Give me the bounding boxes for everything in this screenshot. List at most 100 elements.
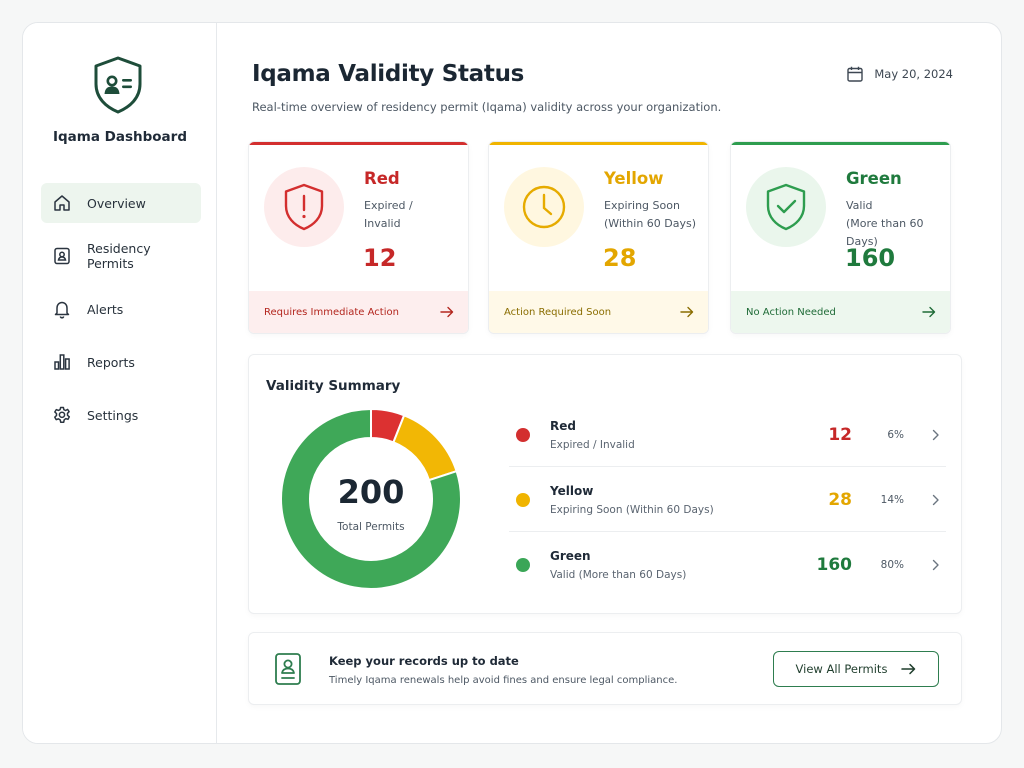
date-text: May 20, 2024 — [874, 67, 953, 81]
legend-dot — [516, 492, 530, 507]
legend-percent: 14% — [880, 493, 904, 506]
gear-icon — [52, 405, 72, 425]
card-count: 28 — [603, 244, 637, 272]
legend-desc: Expiring Soon (Within 60 Days) — [550, 503, 714, 516]
card-desc-line: (More than 60 Days) — [846, 217, 924, 248]
sidebar-item-label: Overview — [87, 195, 146, 211]
card-status-name: Green — [846, 169, 902, 188]
calendar-icon — [847, 66, 864, 82]
legend-row-red[interactable]: Red Expired / Invalid 12 6% — [509, 403, 946, 467]
donut-slice-yellow — [392, 414, 458, 482]
shield-check-icon — [766, 183, 806, 231]
sidebar-item-label: Reports — [87, 354, 135, 370]
clock-icon — [522, 185, 566, 229]
legend-desc: Valid (More than 60 Days) — [550, 569, 687, 581]
legend-percent: 80% — [880, 559, 904, 571]
app-window: Iqama Dashboard Overview Residency Permi… — [22, 22, 1002, 744]
page-title: Iqama Validity Status — [252, 61, 525, 87]
sidebar-nav: Overview Residency Permits Alerts Report… — [41, 183, 201, 448]
arrow-right-icon — [680, 306, 694, 318]
app-name: Iqama Dashboard — [52, 129, 187, 145]
card-description: Expiring Soon (Within 60 Days) — [604, 197, 708, 233]
id-card-icon — [52, 246, 72, 266]
view-all-permits-button[interactable]: View All Permits — [773, 651, 939, 687]
donut-chart — [280, 407, 462, 590]
legend-text: Green Valid (More than 60 Days) — [550, 549, 808, 581]
card-desc-line: Invalid — [364, 217, 401, 230]
card-footer-label: No Action Needed — [746, 306, 836, 318]
legend-dot — [516, 558, 530, 572]
card-desc-line: (Within 60 Days) — [604, 217, 697, 230]
sidebar-item-label: Residency Permits — [87, 241, 151, 271]
legend-percent: 6% — [887, 428, 904, 441]
legend-row-green[interactable]: Green Valid (More than 60 Days) 160 80% — [509, 533, 946, 597]
donut-slice-green — [280, 407, 462, 590]
chevron-right-icon — [904, 494, 946, 506]
sidebar-item-label: Settings — [87, 407, 139, 423]
bell-icon — [52, 299, 72, 319]
card-status-name: Red — [364, 169, 400, 188]
banner-title: Keep your records up to date — [329, 654, 519, 668]
button-label: View All Permits — [795, 662, 888, 676]
sidebar-item-overview[interactable]: Overview — [41, 183, 201, 223]
banner-description: Timely Iqama renewals help avoid fines a… — [329, 675, 678, 686]
chevron-right-icon — [904, 429, 946, 441]
card-footer-link[interactable]: No Action Needed — [731, 291, 950, 333]
records-reminder-banner: Keep your records up to date Timely Iqam… — [248, 632, 962, 705]
shield-alert-icon — [284, 183, 324, 231]
card-footer-link[interactable]: Action Required Soon — [489, 291, 708, 333]
card-footer-label: Action Required Soon — [504, 306, 612, 318]
card-status-name: Yellow — [604, 169, 664, 188]
card-icon-circle — [504, 167, 584, 247]
id-badge-icon — [275, 653, 301, 685]
sidebar-item-alerts[interactable]: Alerts — [41, 289, 201, 329]
card-description: Valid (More than 60 Days) — [846, 197, 950, 251]
card-description: Expired / Invalid — [364, 197, 468, 233]
card-icon-circle — [746, 167, 826, 247]
arrow-right-icon — [440, 306, 454, 318]
legend-count: 28 — [828, 489, 852, 510]
legend-dot — [516, 427, 530, 442]
card-footer-label: Requires Immediate Action — [264, 306, 399, 318]
status-card-green: Green Valid (More than 60 Days) 160 No A… — [730, 141, 951, 334]
card-accent-bar — [489, 142, 708, 145]
chevron-right-icon — [904, 559, 946, 571]
legend-name: Red — [550, 418, 576, 433]
arrow-right-icon — [922, 306, 936, 318]
legend-text: Red Expired / Invalid — [550, 419, 808, 451]
card-count: 12 — [363, 244, 397, 272]
legend-name: Green — [550, 549, 591, 563]
page-subtitle: Real-time overview of residency permit (… — [252, 100, 722, 114]
legend-text: Yellow Expiring Soon (Within 60 Days) — [550, 484, 808, 516]
sidebar-item-reports[interactable]: Reports — [41, 342, 201, 382]
card-accent-bar — [249, 142, 468, 145]
sidebar-item-label: Alerts — [87, 301, 124, 317]
main-content: Iqama Validity Status Real-time overview… — [218, 23, 1001, 743]
card-desc-line: Expired / — [364, 199, 413, 212]
card-desc-line: Valid — [846, 199, 873, 212]
status-card-yellow: Yellow Expiring Soon (Within 60 Days) 28… — [488, 141, 709, 334]
legend-count: 160 — [816, 555, 853, 575]
sidebar-item-settings[interactable]: Settings — [41, 395, 201, 435]
donut-total-label: Total Permits — [337, 521, 405, 533]
card-accent-bar — [731, 142, 950, 145]
legend-name: Yellow — [550, 483, 594, 498]
card-footer-link[interactable]: Requires Immediate Action — [249, 291, 468, 333]
sidebar: Iqama Dashboard Overview Residency Permi… — [23, 23, 217, 743]
legend-count: 12 — [828, 424, 852, 445]
arrow-right-icon — [901, 663, 916, 675]
card-desc-line: Expiring Soon — [604, 199, 680, 212]
home-icon — [52, 193, 72, 213]
card-count: 160 — [845, 244, 896, 272]
bar-chart-icon — [52, 352, 72, 372]
card-icon-circle — [264, 167, 344, 247]
id-shield-logo-icon — [94, 56, 142, 114]
summary-title: Validity Summary — [266, 378, 401, 394]
validity-summary-panel: Validity Summary 200 Total Permits Red E… — [248, 354, 962, 614]
sidebar-item-residency-permits[interactable]: Residency Permits — [41, 236, 201, 276]
status-card-red: Red Expired / Invalid 12 Requires Immedi… — [248, 141, 469, 334]
legend-desc: Expired / Invalid — [550, 438, 635, 451]
legend-row-yellow[interactable]: Yellow Expiring Soon (Within 60 Days) 28… — [509, 468, 946, 532]
date-display: May 20, 2024 — [846, 65, 953, 83]
donut-total: 200 — [337, 473, 405, 511]
